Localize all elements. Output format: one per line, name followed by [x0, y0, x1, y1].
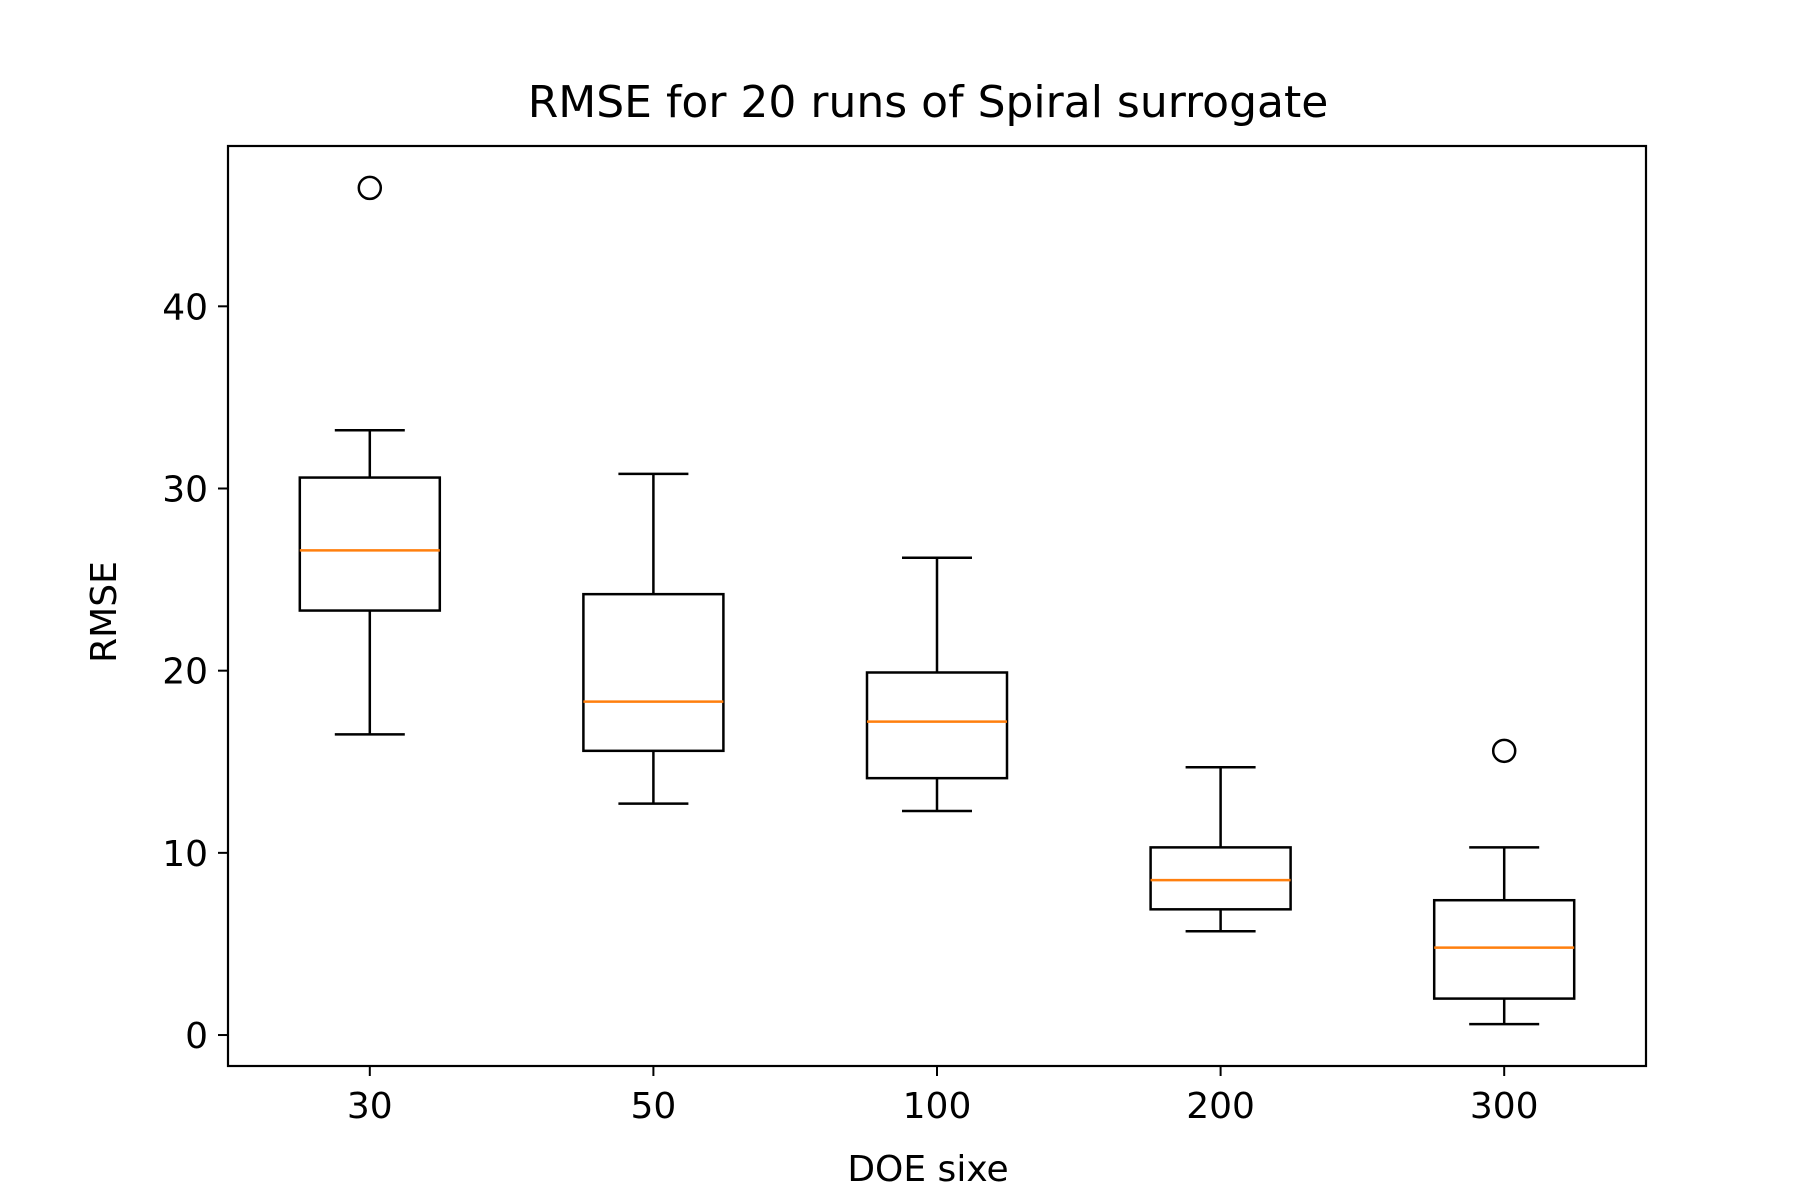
plot-area: 0 10 20 30 40 30 50 100 200 300: [162, 144, 1648, 1127]
y-tick-label: 20: [162, 652, 208, 693]
box-30: [298, 175, 442, 736]
box-100: [865, 556, 1009, 813]
iqr-box: [1432, 898, 1576, 1000]
outlier-point: [1491, 738, 1517, 764]
y-tick-label: 30: [162, 469, 208, 510]
box-200: [1149, 765, 1292, 933]
outlier-point: [357, 175, 383, 201]
y-tick-label: 40: [162, 287, 208, 328]
y-tick-label: 10: [162, 834, 208, 875]
x-tick-label: 300: [1470, 1086, 1539, 1127]
x-tick-label: 100: [903, 1086, 972, 1127]
x-tick-label: 50: [630, 1086, 676, 1127]
iqr-box: [582, 592, 725, 753]
x-axis-label: DOE sixe: [847, 1149, 1008, 1190]
iqr-box: [298, 476, 442, 612]
x-tick-label: 200: [1186, 1086, 1255, 1127]
box-50: [582, 472, 725, 805]
y-tick-label: 0: [185, 1016, 208, 1057]
box-300: [1432, 738, 1576, 1026]
x-tick-label: 30: [347, 1086, 393, 1127]
iqr-box: [865, 671, 1009, 780]
y-axis-label: RMSE: [84, 561, 125, 663]
iqr-box: [1149, 846, 1292, 911]
chart-title: RMSE for 20 runs of Spiral surrogate: [528, 77, 1329, 128]
